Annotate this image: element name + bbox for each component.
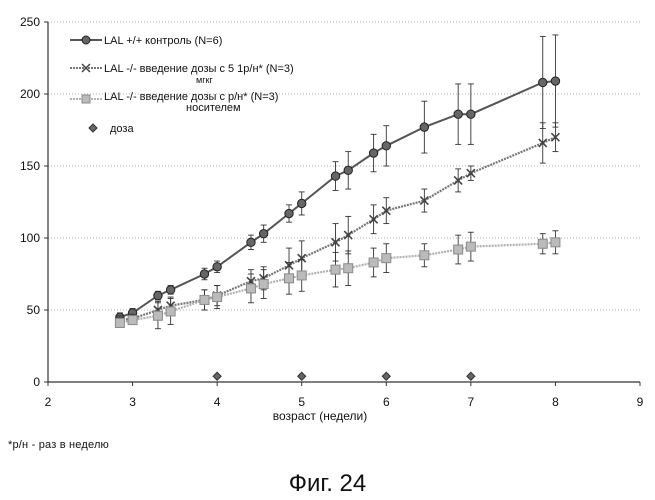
y-tick-label: 50 [27, 303, 41, 317]
x-tick-label: 4 [214, 395, 221, 409]
data-point [369, 149, 377, 157]
y-tick-label: 200 [20, 87, 40, 101]
line-chart: 0 50 100 150 200 250 2 3 4 5 6 7 8 9 возраст (недели)… [0, 0, 655, 440]
legend-label-dose: доза [110, 123, 134, 135]
data-point [166, 286, 174, 294]
data-point [454, 110, 462, 118]
x-tick-label: 6 [383, 395, 390, 409]
dose-markers [213, 372, 475, 380]
data-point [539, 78, 547, 86]
data-point [297, 271, 306, 280]
y-tick-label: 100 [20, 231, 40, 245]
data-point [454, 245, 463, 254]
data-point [331, 265, 340, 274]
data-point [382, 254, 391, 263]
x-tick-label: 2 [45, 395, 52, 409]
data-point [259, 229, 267, 237]
data-point [115, 318, 124, 327]
x-tick-label: 9 [637, 395, 644, 409]
legend-label-enzyme-dose: LAL -/- введение дозы с 5 1р/н* (N=3) [104, 63, 294, 75]
dose-marker [382, 372, 390, 380]
dose-marker [213, 372, 221, 380]
data-point [213, 293, 222, 302]
data-point [344, 166, 352, 174]
data-point [466, 242, 475, 251]
legend-marker-dose [89, 124, 97, 132]
gridlines [44, 22, 640, 386]
data-point [298, 199, 306, 207]
data-point [128, 316, 137, 325]
legend: LAL +/+ контроль (N=6) LAL -/- введение … [70, 35, 294, 135]
data-point [246, 284, 255, 293]
data-point [420, 123, 428, 131]
legend-sublabel-enzyme-dose: мгкг [196, 75, 213, 85]
x-tick-label: 3 [129, 395, 136, 409]
y-tick-label: 150 [20, 159, 40, 173]
x-tick-label: 7 [468, 395, 475, 409]
data-point [467, 110, 475, 118]
series-line [120, 81, 556, 317]
legend-item-vehicle: LAL -/- введение дозы с р/н* (N=3) носит… [70, 91, 278, 114]
data-point [369, 258, 378, 267]
data-point [551, 238, 560, 247]
x-tick-label: 8 [552, 395, 559, 409]
footnote: *р/н - раз в неделю [8, 439, 109, 451]
dose-marker [467, 372, 475, 380]
axes [48, 22, 640, 382]
dose-marker [298, 372, 306, 380]
data-point [331, 172, 339, 180]
x-axis-title: возраст (недели) [273, 409, 367, 423]
y-tick-label: 0 [33, 375, 40, 389]
legend-sublabel-vehicle: носителем [186, 102, 241, 114]
data-point [344, 264, 353, 273]
data-point [200, 295, 209, 304]
data-point [538, 239, 547, 248]
data-point [285, 274, 294, 283]
data-point [420, 251, 429, 260]
series [115, 35, 560, 329]
legend-marker-vehicle [82, 95, 90, 103]
figure-caption: Фиг. 24 [0, 470, 655, 498]
data-point [382, 142, 390, 150]
data-point [200, 270, 208, 278]
legend-marker-control [82, 36, 90, 44]
y-tick-label: 250 [20, 15, 40, 29]
data-point [154, 291, 162, 299]
data-point [285, 209, 293, 217]
series-2 [116, 123, 560, 325]
data-point [247, 238, 255, 246]
x-tick-label: 5 [298, 395, 305, 409]
series-1 [116, 35, 560, 322]
data-point [166, 307, 175, 316]
data-point [551, 77, 559, 85]
data-point [153, 311, 162, 320]
data-point [213, 263, 221, 271]
legend-item-dose: доза [89, 123, 134, 135]
legend-label-control: LAL +/+ контроль (N=6) [104, 35, 222, 47]
legend-item-enzyme-dose: LAL -/- введение дозы с 5 1р/н* (N=3) мг… [70, 63, 294, 85]
legend-item-control: LAL +/+ контроль (N=6) [70, 35, 222, 47]
series-line [120, 137, 556, 320]
data-point [259, 280, 268, 289]
